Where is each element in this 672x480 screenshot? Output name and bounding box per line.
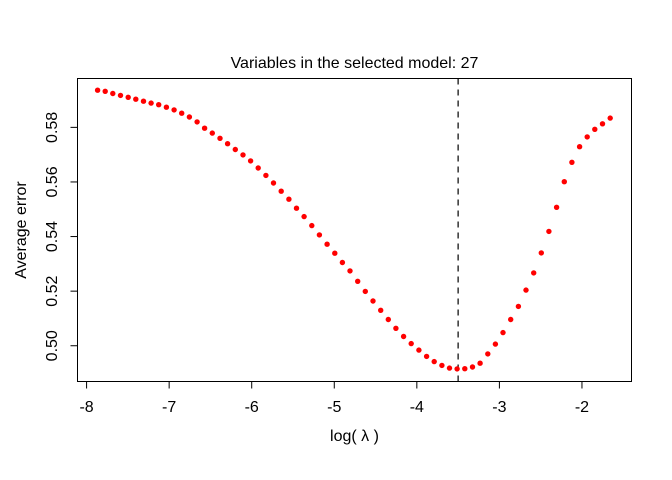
data-point bbox=[171, 107, 177, 113]
y-tick-label: 0.56 bbox=[44, 166, 61, 197]
data-point bbox=[515, 303, 522, 310]
data-point bbox=[117, 92, 124, 99]
x-tick-label: -4 bbox=[410, 399, 424, 416]
data-point bbox=[163, 104, 170, 110]
data-point bbox=[508, 316, 514, 323]
data-point bbox=[293, 205, 300, 211]
data-point bbox=[316, 232, 323, 238]
data-point bbox=[133, 96, 139, 102]
data-point bbox=[462, 366, 468, 372]
data-point bbox=[546, 228, 552, 235]
data-point bbox=[148, 100, 154, 106]
data-point bbox=[209, 130, 215, 136]
data-point bbox=[347, 268, 353, 274]
data-point bbox=[332, 250, 338, 256]
data-point bbox=[523, 287, 529, 293]
data-point bbox=[217, 135, 223, 141]
y-axis-title: Average error bbox=[13, 181, 30, 279]
data-point bbox=[584, 134, 590, 140]
data-point bbox=[492, 341, 499, 347]
data-point bbox=[439, 362, 445, 369]
x-axis-title: log( λ ) bbox=[330, 428, 379, 445]
data-point bbox=[485, 351, 491, 357]
data-point bbox=[385, 316, 391, 323]
y-axis: 0.50 0.52 0.54 0.56 0.58 bbox=[44, 112, 78, 361]
data-point bbox=[232, 146, 238, 153]
data-point bbox=[538, 250, 544, 256]
data-point bbox=[469, 364, 476, 370]
data-point bbox=[569, 159, 575, 165]
x-tick-label: -2 bbox=[575, 399, 589, 416]
data-point bbox=[194, 119, 200, 125]
data-point bbox=[370, 298, 376, 304]
data-point bbox=[416, 347, 422, 353]
data-point bbox=[94, 87, 101, 93]
data-point bbox=[240, 152, 246, 158]
data-point bbox=[309, 222, 315, 229]
data-point bbox=[339, 259, 346, 266]
x-axis: -8 -7 -6 -5 -4 -3 -2 bbox=[79, 381, 589, 416]
data-point bbox=[553, 204, 560, 210]
data-point bbox=[500, 329, 506, 336]
data-point bbox=[156, 102, 162, 108]
data-point bbox=[607, 115, 613, 121]
x-tick-label: -6 bbox=[245, 399, 259, 416]
x-tick-label: -7 bbox=[162, 399, 176, 416]
data-point bbox=[247, 158, 254, 164]
data-point bbox=[378, 307, 384, 313]
data-point bbox=[362, 288, 368, 295]
data-point bbox=[355, 278, 361, 284]
data-point bbox=[125, 94, 131, 101]
data-point bbox=[400, 333, 407, 340]
data-point bbox=[278, 188, 284, 194]
data-point bbox=[431, 358, 437, 365]
data-point bbox=[301, 213, 307, 220]
data-point bbox=[270, 180, 277, 186]
data-point bbox=[263, 172, 269, 179]
x-tick-label: -5 bbox=[327, 399, 341, 416]
y-tick-label: 0.52 bbox=[44, 275, 61, 306]
data-point bbox=[454, 366, 460, 372]
plot-border bbox=[77, 78, 632, 382]
data-point bbox=[224, 141, 231, 147]
data-point bbox=[201, 125, 208, 131]
data-point bbox=[599, 121, 606, 127]
data-point bbox=[531, 270, 537, 276]
data-point bbox=[423, 353, 430, 360]
data-point bbox=[408, 340, 414, 347]
x-tick-label: -3 bbox=[492, 399, 506, 416]
data-point bbox=[393, 325, 399, 331]
data-point bbox=[110, 90, 116, 97]
data-point bbox=[286, 196, 292, 202]
data-point bbox=[477, 360, 483, 366]
data-point bbox=[140, 98, 147, 104]
x-tick-label: -8 bbox=[79, 399, 93, 416]
data-point bbox=[561, 179, 567, 185]
chart-title: Variables in the selected model: 27 bbox=[231, 55, 479, 72]
data-point bbox=[179, 110, 185, 116]
data-point bbox=[324, 241, 330, 247]
data-point bbox=[592, 126, 598, 132]
y-tick-label: 0.50 bbox=[44, 330, 61, 361]
y-tick-label: 0.58 bbox=[44, 112, 61, 143]
data-point bbox=[255, 165, 261, 171]
y-tick-label: 0.54 bbox=[44, 221, 61, 252]
data-point bbox=[186, 114, 193, 120]
data-point bbox=[576, 144, 583, 150]
data-point bbox=[446, 365, 453, 371]
data-points bbox=[94, 87, 613, 372]
data-point bbox=[102, 88, 108, 95]
